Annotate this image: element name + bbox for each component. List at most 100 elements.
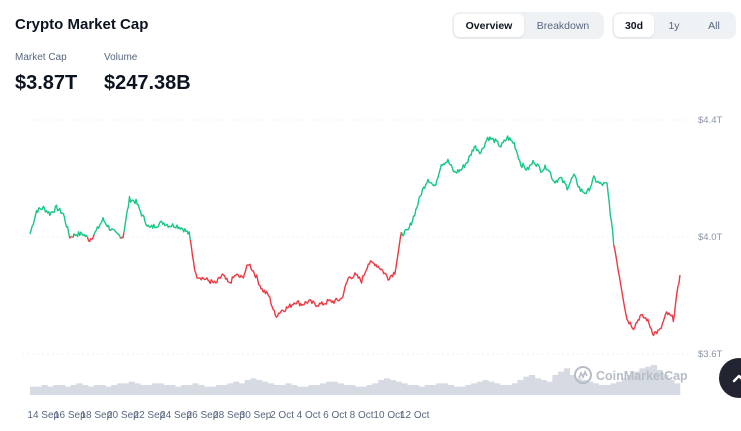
price-line-segment	[73, 231, 89, 238]
volume-bar	[238, 383, 246, 395]
volume-bar	[488, 381, 495, 395]
volume-bar	[494, 383, 501, 395]
page-title: Crypto Market Cap	[15, 16, 149, 33]
volume-bar	[401, 383, 408, 395]
watermark-text: CoinMarketCap	[596, 369, 688, 383]
chevron-up-icon	[732, 374, 741, 383]
volume-bar	[291, 385, 298, 395]
volume-bar	[581, 380, 588, 395]
volume-bar	[372, 383, 379, 395]
volume-bar	[279, 385, 286, 395]
volume-bar	[343, 385, 350, 395]
volume-bar	[256, 380, 263, 395]
volume-bar	[64, 386, 71, 395]
volume-bar	[459, 386, 466, 395]
volume-bar	[331, 381, 338, 395]
x-tick-label: 6 Oct	[323, 410, 347, 421]
volume-bar	[273, 385, 280, 395]
range-30d[interactable]: 30d	[614, 14, 654, 37]
volume-bar	[384, 378, 391, 395]
volume-bar	[93, 385, 100, 395]
volume-bar	[30, 386, 37, 395]
y-tick-label: $4.4T	[698, 115, 722, 126]
volume-bar	[122, 383, 129, 395]
market-cap-line[interactable]	[29, 135, 681, 337]
volume-bar	[674, 383, 681, 395]
volume-bar	[99, 385, 106, 395]
range-all[interactable]: All	[708, 19, 720, 32]
volume-bar	[250, 378, 257, 395]
volume-bar	[598, 385, 605, 395]
x-tick-label: 8 Oct	[350, 410, 374, 421]
volume-bar	[221, 385, 228, 395]
volume-bar	[430, 385, 437, 395]
volume-bar	[209, 386, 217, 395]
volume-bar	[134, 383, 141, 395]
volume-bar	[244, 380, 251, 395]
volume-bar	[180, 385, 187, 395]
volume-bar	[169, 385, 176, 395]
tab-overview[interactable]: Overview	[454, 14, 524, 37]
volume-bar	[308, 385, 315, 395]
volume-bar	[82, 385, 89, 395]
market-cap-value: $3.87T	[15, 72, 78, 94]
y-axis: $4.4T $4.0T $3.6T	[698, 115, 722, 360]
volume-bar	[88, 386, 95, 395]
volume-bar	[302, 386, 309, 395]
volume-bar	[465, 385, 472, 395]
volume-bar	[523, 376, 530, 395]
volume-bar	[476, 381, 483, 395]
volume-bar	[204, 386, 211, 395]
x-tick-label: 4 Oct	[297, 410, 321, 421]
volume-bar	[314, 385, 321, 395]
x-tick-label: 24 Sep	[160, 410, 192, 421]
volume-bar	[563, 368, 571, 395]
tab-breakdown[interactable]: Breakdown	[536, 19, 590, 32]
volume-bar	[546, 381, 553, 395]
volume-bar	[227, 383, 234, 395]
view-toggle: Overview Breakdown	[452, 12, 604, 39]
volume-bar	[575, 378, 582, 395]
volume-bar	[70, 385, 77, 395]
volume-label: Volume	[104, 52, 138, 63]
volume-bar	[215, 385, 222, 395]
x-tick-label: 30 Sep	[240, 410, 272, 421]
volume-bar	[325, 381, 333, 395]
volume-bar	[505, 385, 512, 395]
volume-bar	[436, 383, 443, 395]
volume-bar	[662, 375, 669, 395]
price-line-segment	[400, 135, 615, 245]
volume-bar	[157, 383, 164, 395]
volume-bar	[378, 380, 385, 395]
volume-bar	[616, 381, 623, 395]
watermark: CoinMarketCap	[574, 366, 688, 384]
volume-bar	[76, 383, 83, 395]
volume-bars	[30, 365, 681, 395]
price-line-segment	[123, 195, 191, 240]
volume-bar	[621, 378, 629, 395]
price-line-segment	[29, 204, 71, 239]
volume-bar	[529, 375, 536, 395]
volume-bar	[262, 381, 269, 395]
volume-bar	[285, 383, 292, 395]
volume-bar	[645, 366, 652, 395]
volume-bar	[407, 385, 414, 395]
volume-bar	[296, 386, 304, 395]
volume-bar	[128, 381, 135, 395]
volume-bar	[360, 386, 367, 395]
volume-value: $247.38B	[104, 72, 191, 94]
volume-bar	[650, 365, 658, 395]
volume-bar	[389, 380, 396, 395]
scroll-top-button[interactable]	[719, 358, 741, 398]
price-line-segment	[86, 234, 95, 243]
volume-bar	[366, 385, 373, 395]
range-1y[interactable]: 1y	[668, 19, 680, 32]
volume-bar	[447, 385, 454, 395]
y-tick-label: $4.0T	[698, 232, 722, 243]
volume-bar	[111, 385, 118, 395]
volume-bar	[610, 383, 617, 395]
volume-bar	[534, 378, 542, 395]
volume-bar	[53, 385, 60, 395]
x-tick-label: 12 Oct	[400, 410, 430, 421]
